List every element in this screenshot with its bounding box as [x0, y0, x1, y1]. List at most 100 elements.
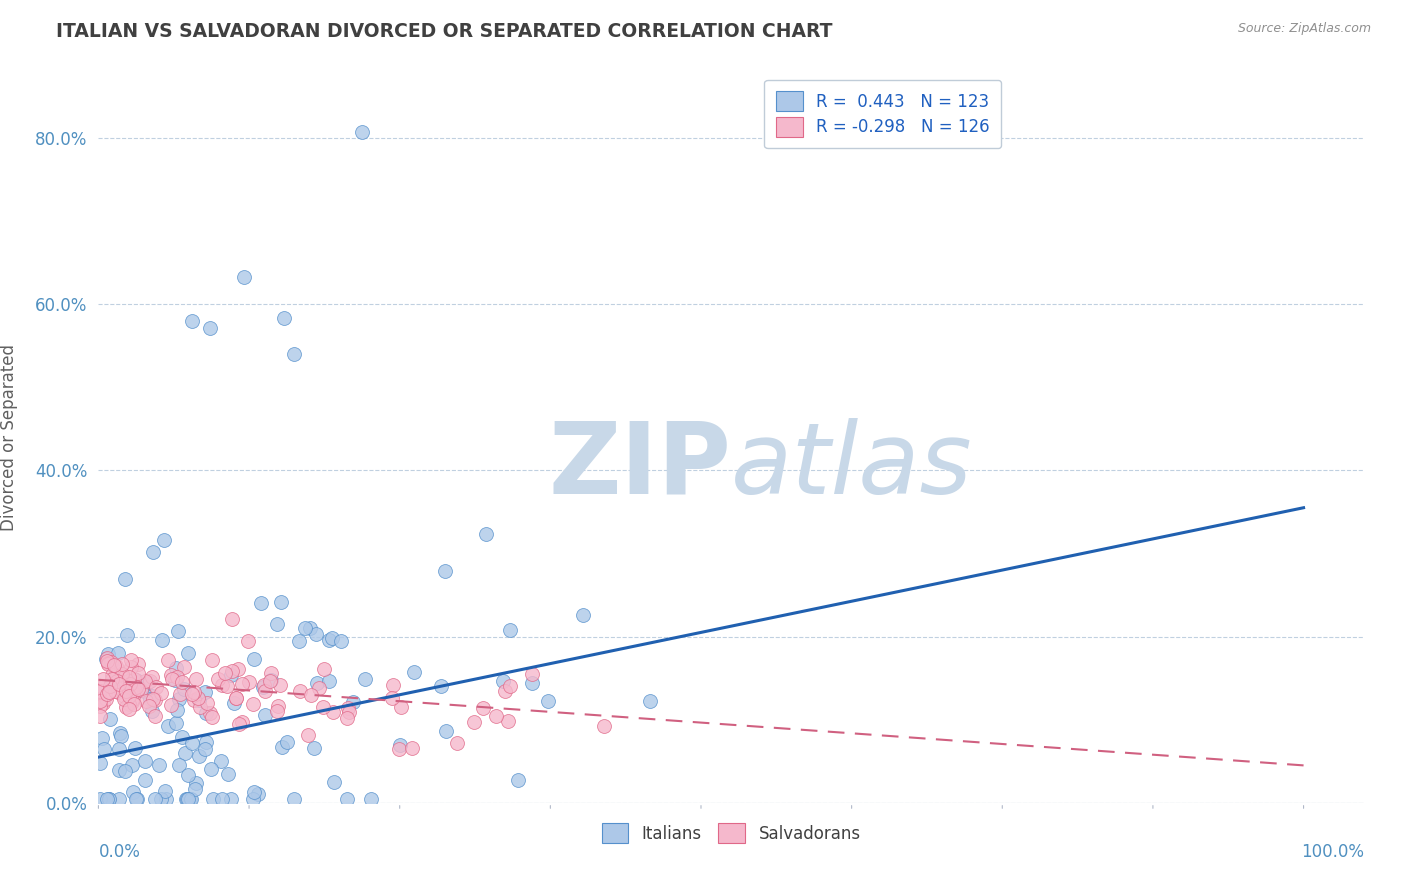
Point — [167, 757, 190, 772]
Point — [401, 740, 423, 755]
Point — [238, 675, 260, 690]
Point — [360, 791, 382, 805]
Point — [232, 270, 254, 285]
Point — [211, 678, 233, 692]
Point — [89, 708, 111, 723]
Point — [283, 347, 305, 361]
Point — [496, 714, 519, 728]
Point — [499, 679, 522, 693]
Point — [105, 673, 128, 688]
Point — [118, 701, 141, 715]
Point — [121, 686, 143, 700]
Point — [127, 657, 149, 671]
Point — [254, 684, 277, 698]
Point — [180, 791, 202, 805]
Point — [120, 676, 142, 690]
Point — [96, 791, 118, 805]
Point — [103, 658, 125, 673]
Point — [107, 685, 129, 699]
Point — [242, 698, 264, 712]
Point — [329, 634, 352, 648]
Point — [96, 657, 118, 671]
Point — [194, 735, 217, 749]
Point — [211, 791, 233, 805]
Point — [89, 694, 111, 708]
Point — [142, 545, 165, 559]
Point — [187, 693, 209, 707]
Point — [143, 693, 166, 707]
Point — [150, 686, 173, 700]
Point — [219, 667, 242, 681]
Text: Source: ZipAtlas.com: Source: ZipAtlas.com — [1237, 22, 1371, 36]
Point — [321, 631, 343, 645]
Point — [105, 669, 128, 683]
Point — [197, 696, 219, 710]
Point — [231, 677, 253, 691]
Point — [350, 125, 373, 139]
Point — [446, 736, 468, 750]
Point — [267, 699, 290, 714]
Point — [177, 646, 200, 660]
Point — [308, 681, 330, 695]
Point — [166, 703, 188, 717]
Point — [156, 719, 179, 733]
Point — [188, 699, 211, 714]
Point — [174, 791, 197, 805]
Point — [139, 691, 162, 706]
Point — [180, 736, 202, 750]
Point — [388, 738, 411, 752]
Point — [194, 706, 217, 720]
Point — [221, 664, 243, 678]
Point — [318, 633, 340, 648]
Point — [485, 709, 508, 723]
Point — [115, 684, 138, 698]
Point — [176, 791, 198, 805]
Point — [155, 783, 177, 797]
Point — [97, 657, 120, 671]
Point — [127, 681, 149, 696]
Point — [260, 673, 283, 687]
Point — [89, 756, 111, 771]
Point — [108, 742, 131, 756]
Point — [134, 773, 156, 788]
Point — [114, 572, 136, 586]
Point — [122, 785, 145, 799]
Point — [336, 791, 359, 805]
Point — [307, 676, 329, 690]
Point — [506, 772, 529, 787]
Point — [214, 665, 236, 680]
Point — [132, 684, 155, 698]
Point — [188, 749, 211, 764]
Point — [138, 698, 160, 713]
Point — [184, 776, 207, 790]
Point — [120, 653, 142, 667]
Point — [124, 741, 146, 756]
Point — [312, 699, 335, 714]
Point — [434, 564, 457, 578]
Point — [200, 762, 222, 776]
Y-axis label: Divorced or Separated: Divorced or Separated — [0, 343, 18, 531]
Point — [181, 314, 204, 328]
Point — [520, 676, 543, 690]
Point — [97, 647, 120, 661]
Point — [122, 681, 145, 696]
Point — [89, 684, 111, 698]
Point — [145, 680, 167, 694]
Point — [243, 785, 266, 799]
Point — [110, 729, 132, 743]
Point — [134, 754, 156, 768]
Point — [312, 662, 335, 676]
Point — [101, 673, 124, 687]
Point — [114, 764, 136, 779]
Point — [97, 685, 120, 699]
Point — [247, 787, 270, 801]
Point — [572, 608, 595, 623]
Point — [166, 670, 188, 684]
Point — [91, 697, 114, 711]
Point — [194, 685, 217, 699]
Point — [122, 698, 145, 712]
Point — [118, 697, 141, 711]
Point — [141, 704, 163, 718]
Point — [167, 691, 190, 706]
Point — [492, 673, 515, 688]
